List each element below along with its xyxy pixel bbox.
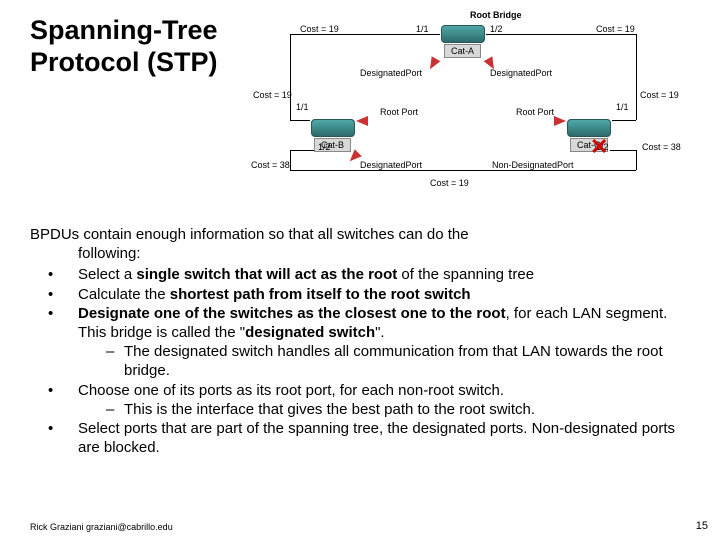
list-item: Designate one of the switches as the clo… [30,304,690,381]
intro-line-2: following: [30,245,141,262]
bullet-list: Select a single switch that will act as … [30,265,690,457]
line [290,150,314,151]
switch-b-icon [310,118,356,138]
port-type-label: DesignatedPort [360,68,422,78]
port-type-label: DesignatedPort [490,68,552,78]
stp-diagram: Root Bridge Cat-A Cost = 19 1/1 1/2 Cost… [260,10,690,200]
port-label: 1/1 [416,24,429,34]
list-item: Select a single switch that will act as … [30,265,690,284]
line [610,150,636,151]
bold-text: single switch that will act as the root [136,266,397,283]
text: of the spanning tree [397,266,534,283]
page-title: Spanning-Tree Protocol (STP) [30,10,250,79]
switch-a-icon [440,24,486,44]
line [290,120,310,121]
footer-text: Rick Graziani graziani@cabrillo.edu [30,522,173,532]
port-type-label: Root Port [516,107,554,117]
page-number: 15 [696,520,708,532]
content-body: BPDUs contain enough information so that… [30,225,690,457]
list-item: Select ports that are part of the spanni… [30,419,690,457]
line [290,34,440,35]
sub-list: The designated switch handles all commun… [78,342,690,380]
port-label: 1/1 [616,102,629,112]
switch-a-label: Cat-A [444,44,481,58]
port-label: 1/2 [318,142,331,152]
intro-text: BPDUs contain enough information so that… [30,225,690,263]
cost-label: Cost = 19 [253,90,292,100]
text: Choose one of its ports as its root port… [78,382,504,399]
cost-label: Cost = 38 [251,160,290,170]
port-type-label: DesignatedPort [360,160,422,170]
cost-label: Cost = 19 [430,178,469,188]
line [612,120,636,121]
cost-label: Cost = 19 [300,24,339,34]
text: Select a [78,266,136,283]
cost-label: Cost = 38 [642,142,681,152]
list-item: This is the interface that gives the bes… [106,400,690,419]
cost-label: Cost = 19 [640,90,679,100]
port-label: 1/2 [490,24,503,34]
list-item: Choose one of its ports as its root port… [30,381,690,419]
bold-text: designated switch [245,324,375,341]
arrow-icon [356,116,368,126]
bold-text: Designate one of the switches as the clo… [78,305,506,322]
text: Select ports that are part of the spanni… [78,420,675,456]
text: The designated switch handles all commun… [124,343,663,379]
root-bridge-label: Root Bridge [470,10,522,20]
bold-text: shortest path from itself to the root sw… [170,286,471,303]
arrow-icon [426,56,441,71]
line [290,170,636,171]
text: ". [375,324,385,341]
line [290,34,291,120]
line [486,34,636,35]
line [636,34,637,120]
port-type-label: Non-DesignatedPort [492,160,574,170]
cost-label: Cost = 19 [596,24,635,34]
text: Calculate the [78,286,170,303]
list-item: Calculate the shortest path from itself … [30,285,690,304]
sub-list: This is the interface that gives the bes… [78,400,690,419]
line [290,150,291,170]
arrow-icon [554,116,566,126]
port-label: 1/1 [296,102,309,112]
port-type-label: Root Port [380,107,418,117]
text: This is the interface that gives the bes… [124,401,535,418]
x-icon: ✕ [590,136,608,158]
line [636,150,637,170]
intro-line-1: BPDUs contain enough information so that… [30,226,469,243]
list-item: The designated switch handles all commun… [106,342,690,380]
